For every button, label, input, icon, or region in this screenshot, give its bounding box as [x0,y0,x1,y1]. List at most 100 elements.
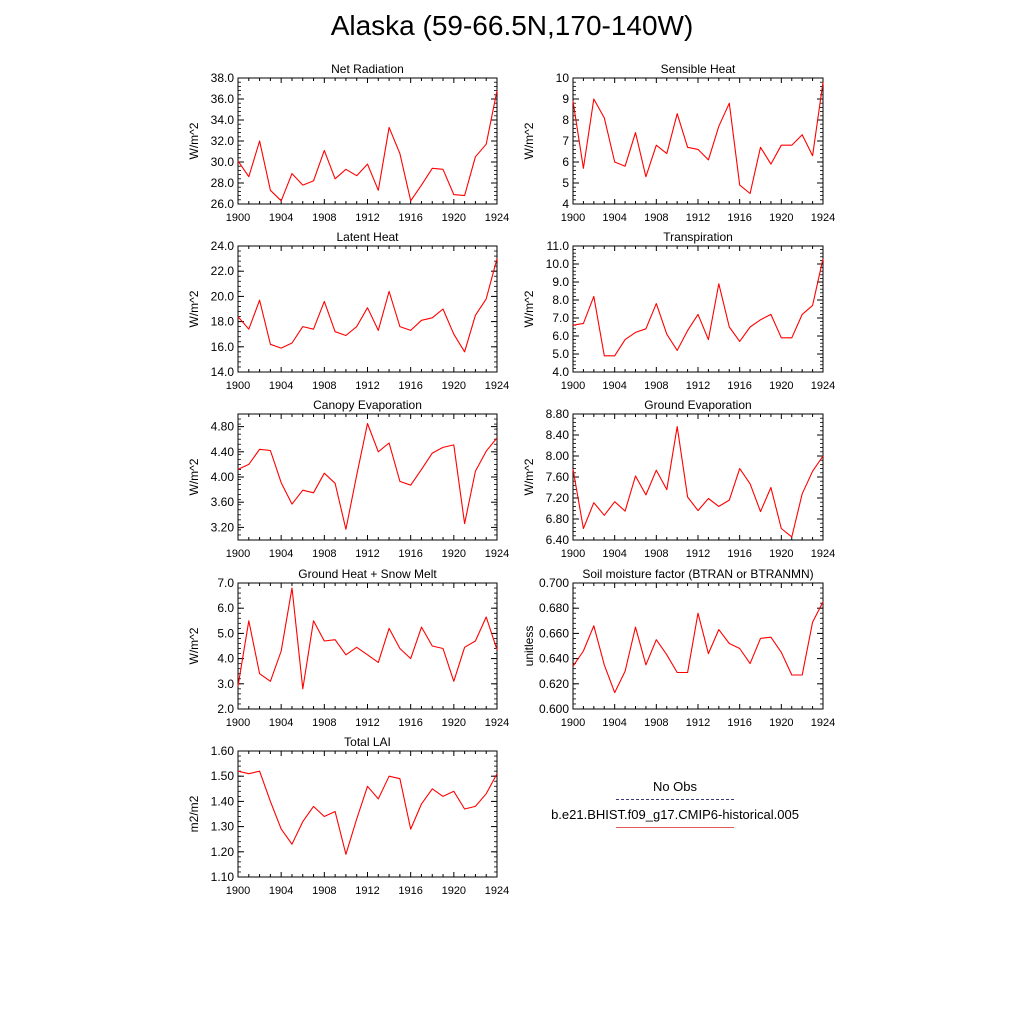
x-tick-label: 1904 [602,212,626,224]
y-axis-label: W/m^2 [187,290,201,327]
x-tick-label: 1924 [485,717,509,729]
x-tick-label: 1904 [602,548,626,560]
legend-model-label: b.e21.BHIST.f09_g17.CMIP6-historical.005 [551,807,799,822]
x-tick-label: 1908 [644,212,668,224]
x-tick-label: 1908 [312,212,336,224]
x-tick-label: 1916 [727,717,751,729]
series-line [572,601,824,694]
x-tick-label: 1900 [561,212,585,224]
panel-title: Ground Evaporation [644,398,751,412]
x-tick-label: 1908 [644,548,668,560]
x-tick-label: 1908 [312,380,336,392]
x-tick-label: 1924 [485,380,509,392]
chart-panel-4: Canopy Evaporation W/m^2 1900 1904 1908 1912 1… [187,398,509,560]
x-tick-label: 1920 [442,212,466,224]
x-tick-label: 1912 [686,380,710,392]
series-line [237,770,498,855]
series-line [572,82,824,195]
x-tick-label: 1908 [644,717,668,729]
x-tick-label: 1924 [485,548,509,560]
y-axis-label: unitless [522,626,536,667]
y-tick-label: 11.0 [547,239,570,253]
x-tick-label: 1904 [269,885,293,897]
y-tick-label: 34.0 [211,113,235,127]
chart-panel-2: Latent Heat W/m^2 1900 1904 1908 1912 1916 1920… [187,230,509,392]
x-tick-label: 1916 [398,212,422,224]
chart-panel-0: Net Radiation W/m^2 1900 1904 1908 1912 1916 19… [187,62,509,224]
y-tick-label: 8.80 [546,407,570,421]
legend-model-swatch [616,827,734,828]
y-tick-label: 18.0 [211,315,235,329]
x-tick-label: 1920 [442,717,466,729]
y-axis-label: W/m^2 [522,458,536,495]
x-tick-label: 1920 [769,548,793,560]
x-tick-label: 1920 [442,885,466,897]
y-tick-label: 8.40 [546,428,570,442]
y-tick-label: 28.0 [211,176,235,190]
x-tick-label: 1924 [485,212,509,224]
x-tick-label: 1916 [398,380,422,392]
chart-panel-3: Transpiration W/m^2 1900 1904 1908 1912 1916 19… [522,230,835,392]
x-tick-label: 1920 [769,212,793,224]
x-tick-label: 1916 [398,548,422,560]
y-tick-label: 0.640 [539,652,569,666]
y-tick-label: 6.0 [552,329,569,343]
y-axis-label: m2/m2 [187,795,201,832]
y-tick-label: 14.0 [211,365,235,379]
y-tick-label: 1.30 [211,820,235,834]
panel-title: Transpiration [663,230,733,244]
y-tick-label: 7.0 [552,311,569,325]
plot-frame [572,245,824,373]
y-tick-label: 7 [562,134,569,148]
x-tick-label: 1912 [355,717,379,729]
y-tick-label: 0.680 [539,601,569,615]
y-axis-label: W/m^2 [187,627,201,664]
y-tick-label: 5.0 [217,626,234,640]
x-tick-label: 1912 [686,212,710,224]
panel-title: Latent Heat [336,230,399,244]
y-tick-label: 4.80 [211,420,235,434]
x-tick-label: 1924 [811,548,835,560]
y-tick-label: 8 [562,113,569,127]
y-tick-label: 1.40 [211,794,235,808]
y-tick-label: 38.0 [211,71,235,85]
y-tick-label: 2.0 [217,702,234,716]
y-tick-label: 9 [562,92,569,106]
plot-frame [237,77,498,205]
x-tick-label: 1900 [561,717,585,729]
series-line [572,258,824,357]
legend-obs-label: No Obs [652,779,698,794]
y-tick-label: 5 [562,176,569,190]
x-tick-label: 1912 [355,380,379,392]
x-tick-label: 1908 [312,885,336,897]
x-tick-label: 1900 [226,717,250,729]
y-tick-label: 30.0 [211,155,235,169]
y-axis-label: W/m^2 [522,290,536,327]
x-tick-label: 1900 [561,380,585,392]
y-tick-label: 3.60 [211,495,235,509]
y-tick-label: 7.0 [217,576,234,590]
y-tick-label: 6.80 [546,512,570,526]
figure-title: Alaska (59-66.5N,170-140W) [330,10,694,41]
plot-frame [237,582,498,710]
y-tick-label: 6.0 [217,601,234,615]
y-tick-label: 32.0 [211,134,235,148]
y-tick-label: 9.0 [552,275,569,289]
series-line [237,587,498,690]
plot-frame [237,245,498,373]
x-tick-label: 1900 [226,885,250,897]
plot-frame [572,582,824,710]
plot-frame [572,413,824,541]
y-tick-label: 3.0 [217,677,234,691]
y-tick-label: 0.700 [539,576,569,590]
y-tick-label: 4.00 [211,470,235,484]
x-tick-label: 1916 [398,885,422,897]
y-tick-label: 1.20 [211,845,235,859]
panel-title: Ground Heat + Snow Melt [298,567,437,581]
y-tick-label: 22.0 [211,264,235,278]
x-tick-label: 1920 [769,717,793,729]
x-tick-label: 1924 [811,380,835,392]
x-tick-label: 1916 [398,717,422,729]
y-tick-label: 0.600 [539,702,569,716]
